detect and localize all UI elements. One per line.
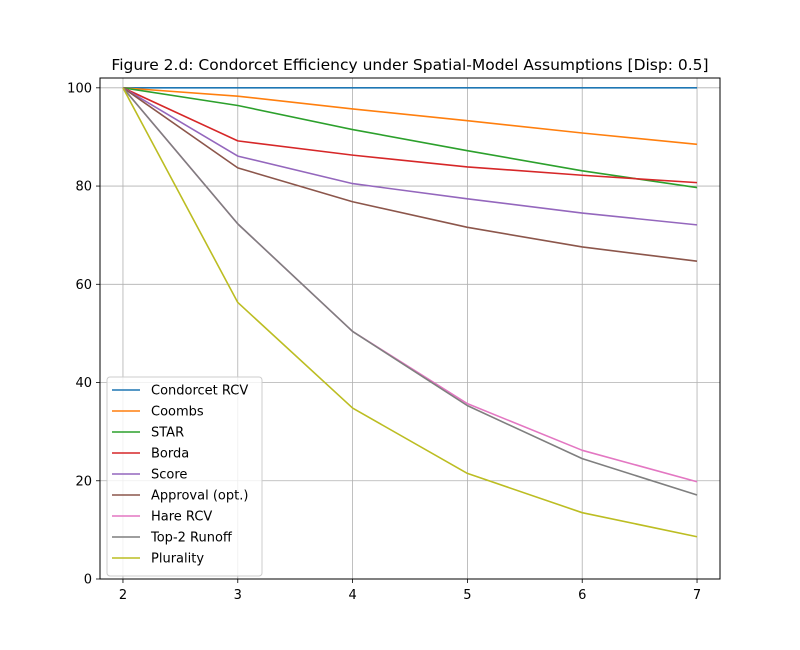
x-axis: 2 3 4 5 6 7 — [119, 579, 701, 603]
legend-entry: Top-2 Runoff — [150, 531, 233, 546]
series-line-coombs — [122, 87, 698, 146]
series-lines — [122, 87, 698, 538]
series-line-star — [122, 87, 698, 189]
y-tick-label: 60 — [75, 278, 92, 293]
legend-entry: Borda — [151, 447, 189, 462]
x-tick-label: 4 — [348, 588, 356, 603]
x-tick-label: 7 — [693, 588, 701, 603]
legend-entry: Plurality — [151, 552, 204, 567]
y-tick-label: 20 — [75, 474, 92, 489]
x-tick-label: 5 — [463, 588, 471, 603]
x-tick-label: 2 — [119, 588, 127, 603]
series-line-approval-opt — [122, 87, 698, 263]
legend-entry: Approval (opt.) — [151, 489, 248, 504]
y-axis: 0 20 40 60 80 100 — [67, 81, 100, 588]
legend-entry: Score — [151, 468, 187, 483]
legend-entry: Hare RCV — [151, 510, 212, 525]
legend: Condorcet RCV Coombs STAR Borda Score Approva… — [106, 376, 263, 577]
legend-box — [106, 376, 263, 577]
legend-entry: Coombs — [151, 405, 204, 420]
y-tick-label: 40 — [75, 376, 92, 391]
x-tick-label: 3 — [234, 588, 242, 603]
series-line-plurality — [122, 87, 698, 538]
y-tick-label: 0 — [84, 573, 92, 588]
series-line-score — [122, 87, 698, 226]
series-line-top-2-runoff — [122, 87, 698, 496]
legend-entry: Condorcet RCV — [151, 384, 248, 399]
legend-entry: STAR — [151, 426, 184, 441]
series-line-borda — [122, 87, 698, 184]
y-tick-label: 80 — [75, 180, 92, 195]
x-tick-label: 6 — [578, 588, 586, 603]
chart-title: Figure 2.d: Condorcet Efficiency under S… — [111, 56, 708, 74]
plot-frame — [99, 77, 721, 580]
y-tick-label: 100 — [67, 81, 92, 96]
